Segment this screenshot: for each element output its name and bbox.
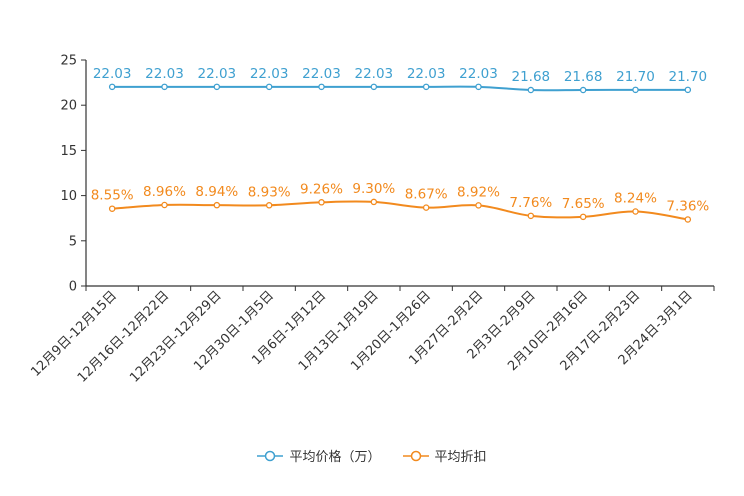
data-point[interactable] [632,86,639,94]
y-tick-label: 15 [60,144,77,159]
data-point[interactable] [318,83,325,91]
data-label: 22.03 [355,66,394,82]
data-label: 22.03 [145,66,184,82]
data-label: 22.03 [93,66,132,82]
legend-item-price[interactable]: 平均价格（万） [257,446,381,465]
data-point[interactable] [213,83,221,91]
y-tick-label: 20 [60,99,77,114]
data-point[interactable] [265,83,273,91]
data-label: 22.03 [302,66,341,82]
data-point[interactable] [475,202,482,209]
data-point[interactable] [422,83,430,91]
data-point[interactable] [684,86,692,94]
data-label: 21.68 [512,69,551,85]
data-point[interactable] [579,213,587,221]
series-layer [108,83,692,223]
data-label: 7.36% [666,198,709,214]
x-tick-label: 12月16日-12月22日 [75,288,172,385]
data-point[interactable] [475,83,482,91]
data-label: 8.24% [614,191,657,207]
y-tick-label: 0 [69,280,77,295]
data-point[interactable] [108,83,116,91]
data-point[interactable] [108,205,116,212]
data-point[interactable] [161,83,168,91]
series-line-0 [112,85,688,92]
x-tick-label: 12月9日-12月15日 [28,288,120,380]
data-label: 8.67% [405,187,448,203]
data-labels: 22.03 22.03 22.03 22.03 22.03 22.03 22.03 22.03… [91,66,710,215]
legend-label-discount: 平均折扣 [434,450,487,465]
data-point[interactable] [370,198,378,206]
data-label: 21.70 [616,69,655,85]
y-tick-label: 10 [60,189,77,204]
data-label: 22.03 [407,66,446,82]
data-point[interactable] [527,86,535,94]
data-point[interactable] [265,202,273,209]
data-label: 8.94% [195,184,238,200]
data-point[interactable] [527,212,535,220]
legend-line-circle-icon [402,450,429,461]
data-point[interactable] [422,204,430,211]
data-label: 8.93% [248,184,291,200]
data-point[interactable] [579,86,587,94]
x-tick-label: 12月23日-12月29日 [127,288,224,385]
data-label: 7.76% [509,195,552,211]
y-tick-label: 25 [60,54,77,69]
data-label: 7.65% [562,196,605,212]
data-point[interactable] [684,216,692,223]
data-point[interactable] [632,208,639,215]
data-label: 8.96% [143,184,186,200]
legend-item-discount[interactable]: 平均折扣 [402,446,487,465]
legend-label-price: 平均价格（万） [289,450,381,465]
data-point[interactable] [161,201,168,209]
data-point[interactable] [318,199,325,206]
data-label: 21.68 [564,69,603,85]
series-line-1 [112,200,688,221]
axes: 0 5 10 15 20 25 12月9日-12月15日12月16日-12月22日12月23… [28,54,715,386]
data-label: 9.30% [352,181,395,197]
data-label: 22.03 [459,66,498,82]
legend-line-circle-icon [257,450,284,461]
y-tick-label: 5 [69,234,77,249]
data-label: 22.03 [198,66,237,82]
data-label: 9.26% [300,181,343,197]
data-label: 8.55% [91,188,134,204]
legend: 平均价格（万） 平均折扣 [0,446,744,465]
data-label: 8.92% [457,184,500,200]
data-point[interactable] [370,83,378,91]
data-label: 22.03 [250,66,289,82]
data-label: 21.70 [669,69,708,85]
data-point[interactable] [213,201,221,209]
